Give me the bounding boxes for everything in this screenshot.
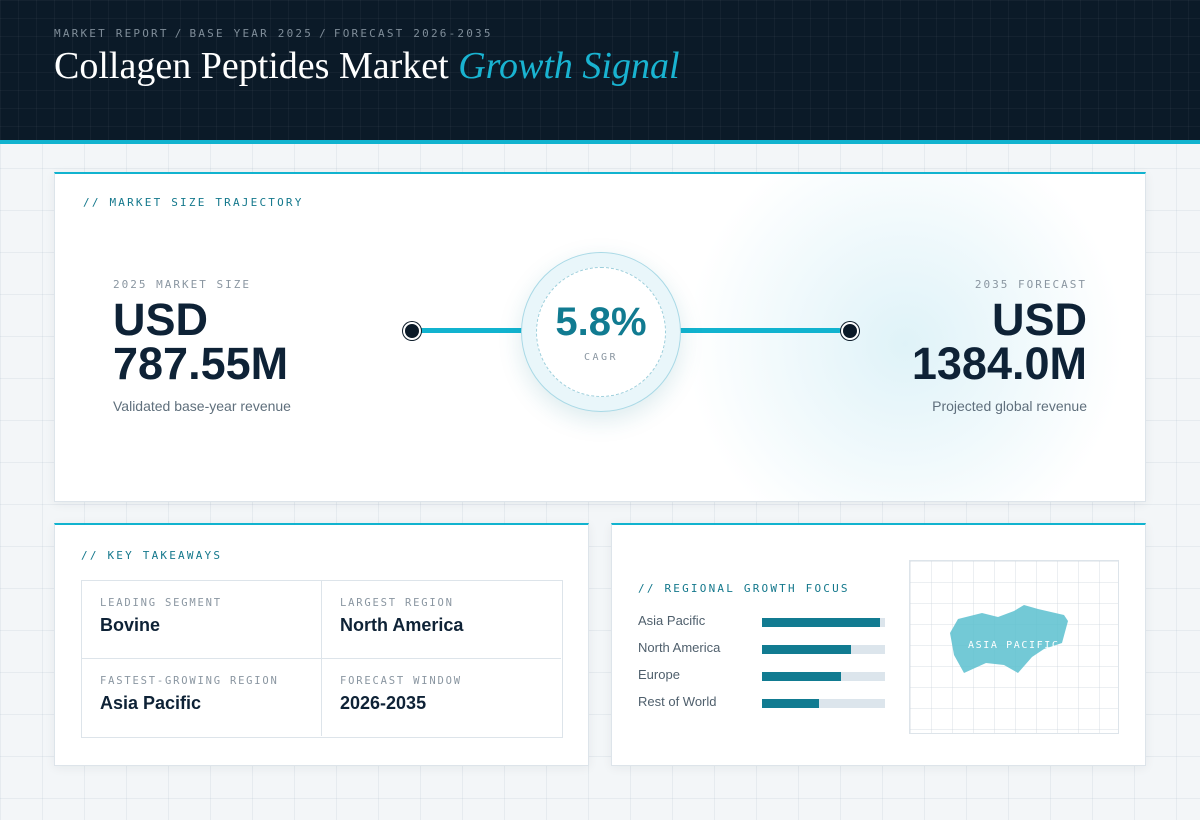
region-bar-fill — [762, 618, 881, 627]
region-name: North America — [638, 640, 721, 655]
forecast-size-value: USD 1384.0M — [911, 294, 1087, 389]
breadcrumb-item: MARKET REPORT — [54, 27, 169, 40]
regional-growth-card: // REGIONAL GROWTH FOCUS Asia Pacific No… — [611, 523, 1146, 766]
takeaway-cell: LARGEST REGION North America — [321, 581, 561, 659]
start-size-amount: 787.55M — [113, 338, 289, 389]
region-bar-row: Rest of World — [638, 694, 888, 710]
report-header: MARKET REPORT / BASE YEAR 2025 / FORECAST 20… — [0, 0, 1200, 144]
takeaway-value: North America — [340, 615, 464, 635]
region-name: Rest of World — [638, 694, 717, 709]
start-size-value: USD 787.55M — [113, 294, 289, 389]
market-size-trajectory-card: // MARKET SIZE TRAJECTORY 2025 MARKET SI… — [54, 172, 1146, 502]
takeaway-cell: FASTEST-GROWING REGION Asia Pacific — [82, 658, 322, 736]
forecast-size-currency: USD — [991, 294, 1087, 345]
takeaway-label: FASTEST-GROWING REGION — [100, 675, 279, 687]
map-region-label: ASIA PACIFIC — [968, 640, 1060, 651]
start-point-marker — [403, 322, 421, 340]
region-bar-fill — [762, 699, 819, 708]
asia-pacific-map-shape — [950, 605, 1068, 673]
takeaways-grid: LEADING SEGMENT Bovine LARGEST REGION No… — [81, 580, 563, 738]
trajectory-line-right — [665, 328, 841, 333]
breadcrumb-separator: / — [174, 27, 184, 40]
breadcrumb-item: BASE YEAR 2025 — [189, 27, 314, 40]
takeaway-value: Bovine — [100, 615, 161, 635]
takeaway-label: LARGEST REGION — [340, 597, 454, 609]
breadcrumb-separator: / — [319, 27, 328, 40]
cagr-label: CAGR — [583, 352, 619, 363]
breadcrumb-item: FORECAST 2026-2035 — [333, 27, 493, 40]
regional-section-label: // REGIONAL GROWTH FOCUS — [638, 582, 850, 595]
region-bar-track — [762, 645, 885, 654]
end-point-marker — [841, 322, 859, 340]
region-map: ASIA PACIFIC — [909, 560, 1119, 734]
region-bar-fill — [762, 672, 841, 681]
takeaway-label: LEADING SEGMENT — [100, 597, 222, 609]
forecast-size-caption: Projected global revenue — [932, 398, 1087, 414]
takeaway-cell: LEADING SEGMENT Bovine — [82, 581, 322, 659]
region-bar-track — [762, 618, 885, 627]
takeaway-value: Asia Pacific — [100, 693, 202, 713]
takeaway-value: 2026-2035 — [340, 693, 427, 713]
takeaways-section-label: // KEY TAKEAWAYS — [81, 549, 223, 562]
region-name: Asia Pacific — [638, 613, 706, 628]
cagr-badge-inner: 5.8% CAGR — [536, 267, 666, 397]
takeaway-label: FORECAST WINDOW — [340, 675, 462, 687]
trajectory-line-left — [419, 328, 529, 333]
page-title: Collagen Peptides Market Growth Signal — [54, 44, 680, 88]
page-title-main: Collagen Peptides Market — [54, 45, 449, 87]
region-bar-row: Asia Pacific — [638, 613, 888, 629]
forecast-size-label: 2035 FORECAST — [974, 278, 1087, 291]
page-title-accent: Growth Signal — [458, 45, 680, 87]
region-name: Europe — [638, 667, 680, 682]
region-bar-fill — [762, 645, 851, 654]
region-bar-row: Europe — [638, 667, 888, 683]
start-size-caption: Validated base-year revenue — [113, 398, 291, 414]
region-bar-track — [762, 699, 885, 708]
forecast-size-amount: 1384.0M — [911, 338, 1087, 389]
breadcrumb: MARKET REPORT / BASE YEAR 2025 / FORECAST 20… — [54, 27, 493, 40]
cagr-badge: 5.8% CAGR — [521, 252, 681, 412]
cagr-value: 5.8% — [555, 300, 647, 344]
region-bar-track — [762, 672, 885, 681]
region-bar-row: North America — [638, 640, 888, 656]
takeaway-cell: FORECAST WINDOW 2026-2035 — [321, 658, 561, 736]
key-takeaways-card: // KEY TAKEAWAYS LEADING SEGMENT Bovine … — [54, 523, 589, 766]
trajectory-section-label: // MARKET SIZE TRAJECTORY — [83, 196, 304, 209]
start-size-currency: USD — [113, 294, 209, 345]
start-size-label: 2025 MARKET SIZE — [113, 278, 251, 291]
